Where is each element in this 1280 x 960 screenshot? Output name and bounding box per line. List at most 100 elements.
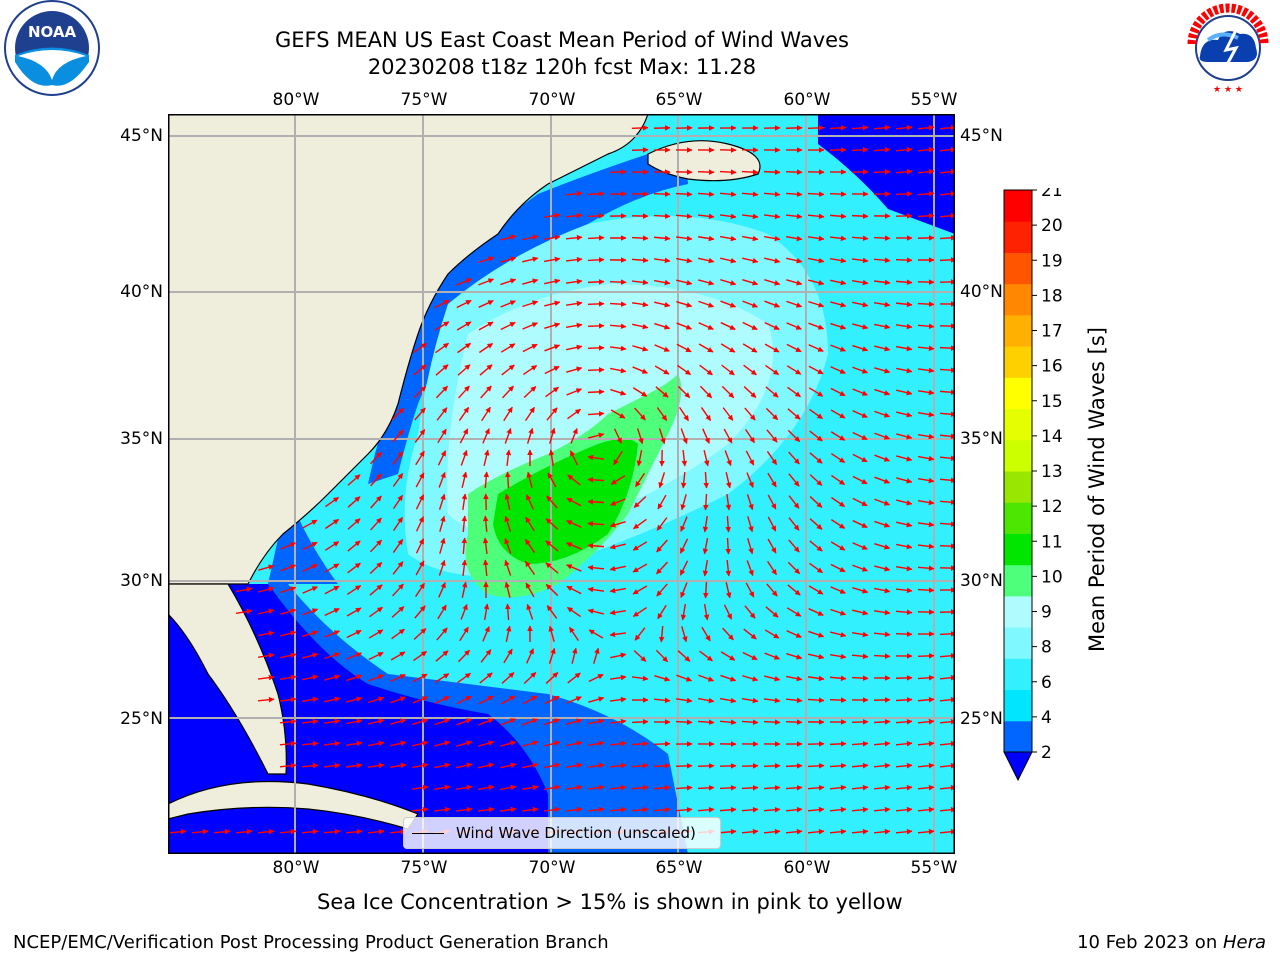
wind-wave-arrow [653, 125, 671, 131]
wind-wave-arrow [565, 212, 583, 219]
wind-wave-arrow [939, 411, 955, 418]
wind-wave-arrow [719, 191, 737, 198]
colorbar-segment [1004, 689, 1032, 722]
wind-wave-arrow [788, 539, 800, 553]
wind-wave-arrow [324, 518, 340, 530]
colorbar-tick-label: 18 [1041, 286, 1063, 306]
wind-wave-arrow [456, 321, 472, 331]
wind-wave-arrow [345, 740, 363, 747]
wind-wave-arrow [719, 213, 737, 220]
wind-wave-arrow [830, 322, 847, 330]
wind-wave-arrow [653, 191, 671, 197]
wind-wave-arrow [587, 235, 605, 241]
wind-wave-arrow [347, 540, 361, 552]
wind-wave-arrow [548, 647, 556, 664]
wind-wave-arrow [191, 828, 209, 835]
wind-wave-arrow [545, 583, 559, 597]
wind-wave-arrow [323, 762, 341, 769]
wind-wave-arrow [525, 516, 535, 532]
wind-wave-arrow [653, 257, 671, 264]
wind-wave-arrow [723, 428, 733, 444]
wind-wave-arrow [852, 564, 869, 572]
wind-wave-arrow [808, 387, 824, 397]
wind-wave-arrow [874, 388, 891, 396]
lat-tick-right-25n: 25°N [960, 709, 1003, 729]
wind-wave-arrow [415, 494, 425, 510]
wind-wave-arrow [414, 605, 426, 619]
wind-wave-arrow [702, 515, 709, 533]
lat-tick-right-35n: 35°N [960, 429, 1003, 449]
wind-wave-arrow [917, 168, 935, 175]
wind-wave-arrow [567, 408, 581, 420]
wind-wave-arrow [807, 235, 825, 242]
wind-wave-arrow [610, 367, 627, 374]
wind-wave-arrow [566, 740, 583, 747]
wind-wave-arrow [500, 695, 516, 705]
wind-wave-arrow [697, 719, 715, 726]
wind-wave-arrow [632, 563, 648, 573]
noaa-logo-text: NOAA [28, 23, 77, 41]
wind-wave-arrow [302, 608, 319, 616]
wind-wave-arrow [461, 471, 468, 488]
wind-wave-arrow [808, 279, 825, 286]
wind-wave-arrow [807, 763, 825, 769]
wind-wave-arrow [392, 561, 404, 575]
wind-wave-arrow [809, 540, 823, 552]
wind-wave-arrow [631, 762, 649, 769]
wind-wave-arrow [609, 696, 627, 703]
wind-wave-arrow [851, 719, 869, 725]
wind-wave-arrow [478, 278, 494, 286]
title-line-2: 20230208 t18z 120h fcst Max: 11.28 [367, 55, 757, 79]
wind-wave-arrow [459, 428, 469, 444]
wind-wave-arrow [787, 386, 801, 398]
wind-wave-arrow [917, 740, 935, 747]
wind-wave-arrow [873, 631, 891, 638]
wind-wave-arrow [720, 279, 737, 286]
wind-wave-arrow [767, 472, 777, 488]
wind-wave-arrow [415, 450, 425, 466]
wind-wave-arrow [788, 495, 800, 509]
wind-wave-arrow [258, 564, 275, 571]
wind-wave-arrow [895, 609, 913, 616]
wind-wave-arrow [874, 587, 891, 594]
wind-wave-arrow [503, 406, 513, 422]
wind-wave-arrow [632, 606, 648, 618]
wind-wave-arrow [525, 582, 535, 598]
wind-wave-arrow [720, 674, 737, 682]
wind-wave-arrow [741, 806, 759, 813]
wind-wave-arrow [895, 191, 913, 197]
wind-wave-arrow [368, 718, 385, 725]
wind-wave-arrow [895, 323, 913, 330]
wind-wave-arrow [830, 301, 847, 308]
wind-wave-arrow [725, 582, 732, 599]
wind-wave-arrow [504, 493, 511, 510]
wind-wave-arrow [698, 674, 715, 682]
wind-wave-arrow [763, 806, 781, 813]
wind-wave-arrow [571, 647, 578, 664]
wind-wave-arrow [721, 385, 735, 399]
footer-machine: Hera [1222, 932, 1266, 953]
wind-wave-arrow [545, 562, 559, 574]
wind-wave-arrow [786, 607, 802, 617]
wind-wave-arrow [939, 696, 955, 703]
lat-tick-left-40n: 40°N [120, 282, 163, 302]
wind-wave-arrow [764, 257, 781, 264]
wind-wave-arrow [456, 740, 473, 747]
wind-wave-arrow [478, 321, 494, 331]
wind-wave-arrow [809, 562, 823, 574]
wind-wave-arrow [808, 365, 824, 375]
wind-wave-arrow [257, 674, 275, 681]
wind-wave-arrow [807, 784, 825, 791]
wind-wave-arrow [609, 631, 627, 638]
wind-wave-arrow [458, 385, 470, 399]
wind-wave-arrow [654, 322, 671, 330]
wind-wave-arrow [655, 386, 669, 398]
wind-wave-arrow [741, 828, 759, 835]
wind-wave-arrow [613, 450, 623, 466]
wind-wave-arrow [895, 257, 913, 263]
wind-wave-arrow [785, 213, 803, 220]
wind-wave-arrow [587, 411, 605, 417]
wind-wave-arrow [325, 496, 340, 508]
wind-wave-arrow [587, 389, 605, 395]
wind-wave-arrow [873, 257, 891, 264]
